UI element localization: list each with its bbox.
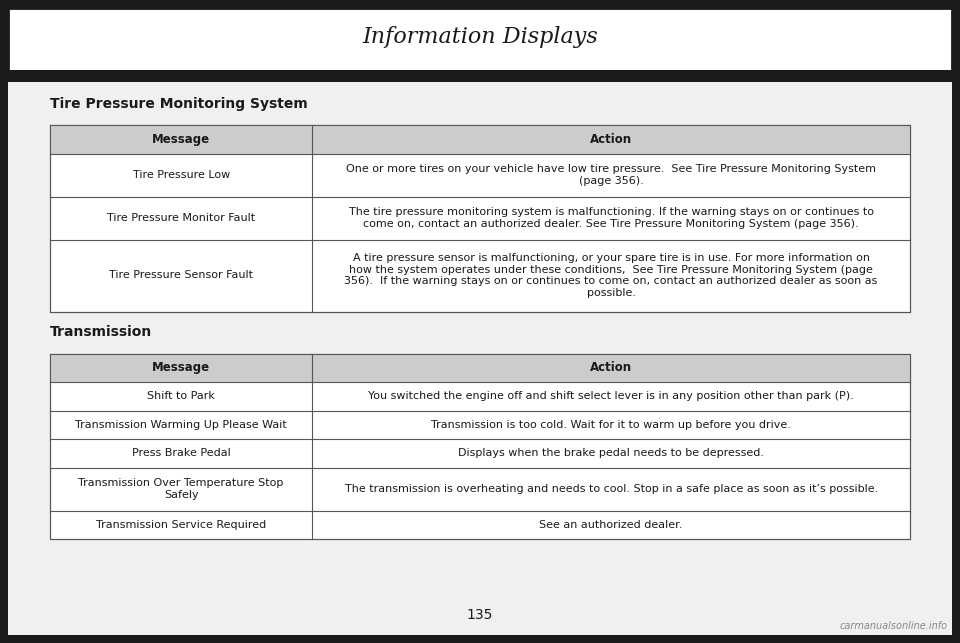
Text: You switched the engine off and shift select lever is in any position other than: You switched the engine off and shift se…	[369, 391, 854, 401]
Text: Transmission: Transmission	[50, 325, 153, 340]
Bar	[50, 354, 910, 382]
Text: Displays when the brake pedal needs to be depressed.: Displays when the brake pedal needs to b…	[458, 448, 764, 458]
Text: Transmission Warming Up Please Wait: Transmission Warming Up Please Wait	[75, 420, 287, 430]
Bar	[50, 125, 910, 311]
Bar	[50, 354, 910, 539]
Text: Tire Pressure Monitoring System: Tire Pressure Monitoring System	[50, 97, 308, 111]
Text: Message: Message	[152, 361, 210, 374]
Text: Shift to Park: Shift to Park	[147, 391, 215, 401]
Text: Message: Message	[152, 132, 210, 146]
Text: Transmission Service Required: Transmission Service Required	[96, 520, 266, 530]
Bar	[8, 82, 952, 635]
Text: Tire Pressure Monitor Fault: Tire Pressure Monitor Fault	[108, 213, 255, 223]
Text: One or more tires on your vehicle have low tire pressure.  See Tire Pressure Mon: One or more tires on your vehicle have l…	[347, 164, 876, 186]
Text: Tire Pressure Low: Tire Pressure Low	[132, 170, 229, 180]
Text: A tire pressure sensor is malfunctioning, or your spare tire is in use. For more: A tire pressure sensor is malfunctioning…	[345, 253, 877, 298]
Text: Tire Pressure Sensor Fault: Tire Pressure Sensor Fault	[109, 271, 253, 280]
Text: 135: 135	[467, 608, 493, 622]
Text: Press Brake Pedal: Press Brake Pedal	[132, 448, 230, 458]
Bar	[50, 125, 910, 154]
Text: carmanualsonline.info: carmanualsonline.info	[840, 621, 948, 631]
Bar	[8, 70, 952, 82]
Text: Action: Action	[590, 361, 633, 374]
Text: The transmission is overheating and needs to cool. Stop in a safe place as soon : The transmission is overheating and need…	[345, 484, 877, 494]
Text: Information Displays: Information Displays	[362, 26, 598, 48]
Text: Action: Action	[590, 132, 633, 146]
Text: Transmission is too cold. Wait for it to warm up before you drive.: Transmission is too cold. Wait for it to…	[431, 420, 791, 430]
Text: The tire pressure monitoring system is malfunctioning. If the warning stays on o: The tire pressure monitoring system is m…	[348, 207, 874, 229]
Text: Transmission Over Temperature Stop
Safely: Transmission Over Temperature Stop Safel…	[79, 478, 284, 500]
Text: See an authorized dealer.: See an authorized dealer.	[540, 520, 683, 530]
